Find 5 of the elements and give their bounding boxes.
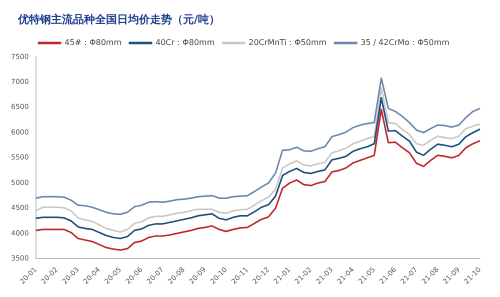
- legend-label: 45#：Φ80mm: [64, 38, 122, 48]
- chart-title: 优特钢主流品种全国日均价走势（元/吨）: [16, 12, 222, 28]
- legend-label: 40Cr：Φ80mm: [156, 38, 215, 48]
- legend-label: 20CrMnTi：Φ50mm: [248, 38, 327, 48]
- legend-label: 35 / 42CrMo：Φ50mm: [360, 38, 450, 48]
